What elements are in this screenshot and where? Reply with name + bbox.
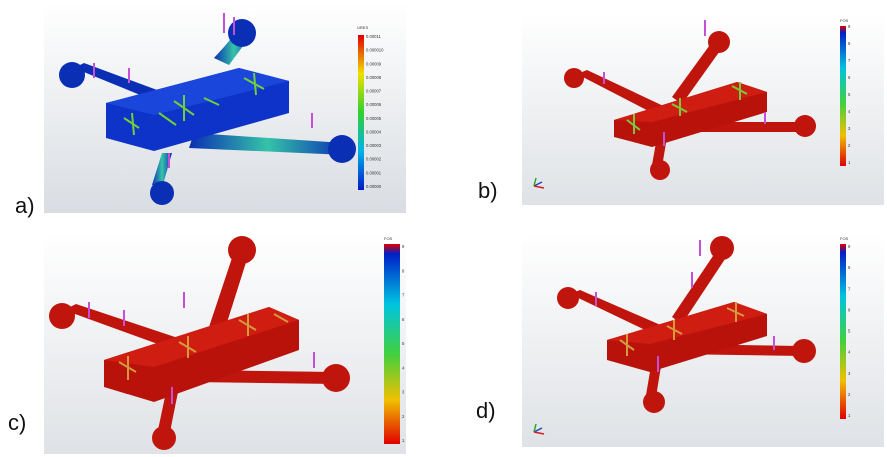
legend-title-a: URES xyxy=(357,25,368,30)
panel-label-c: c) xyxy=(8,410,26,436)
legend-tick-label: 0.00004 xyxy=(366,129,382,134)
panel-label-b: b) xyxy=(478,178,498,204)
panel-a: URES 0.00011 0.000010 0.00009 0.00008 0.0000… xyxy=(44,3,406,213)
legend-bar-a xyxy=(358,35,364,190)
legend-tick-label: 0.00005 xyxy=(366,116,382,121)
legend-tick-label: 0.00007 xyxy=(366,89,382,94)
legend-title-d: FOS xyxy=(840,236,849,241)
legend-bar-c xyxy=(384,244,400,444)
panel-label-a: a) xyxy=(15,193,35,219)
legend-tick-label: 0.00011 xyxy=(366,34,381,39)
legend-tick-label: 0.00006 xyxy=(366,102,382,107)
panel-label-d: d) xyxy=(476,398,496,424)
legend-title-c: FOS xyxy=(384,236,393,241)
legend-tick-label: 0.00002 xyxy=(366,157,382,162)
legend-tick-label: 0.00000 xyxy=(366,184,382,189)
legend-tick-label: 0.00008 xyxy=(366,75,382,80)
legend-tick-label: 0.00003 xyxy=(366,143,382,148)
legend-tick-label: 0.00001 xyxy=(366,170,382,175)
legend-bar-d xyxy=(840,244,846,419)
panel-a-figure: URES 0.00011 0.000010 0.00009 0.00008 0.0000… xyxy=(44,3,406,213)
legend-tick-label: 0.00009 xyxy=(366,61,382,66)
legend-tick-label: 0.000010 xyxy=(366,48,384,53)
legend-title-b: FOS xyxy=(840,18,849,23)
legend-bar-b xyxy=(840,26,846,166)
